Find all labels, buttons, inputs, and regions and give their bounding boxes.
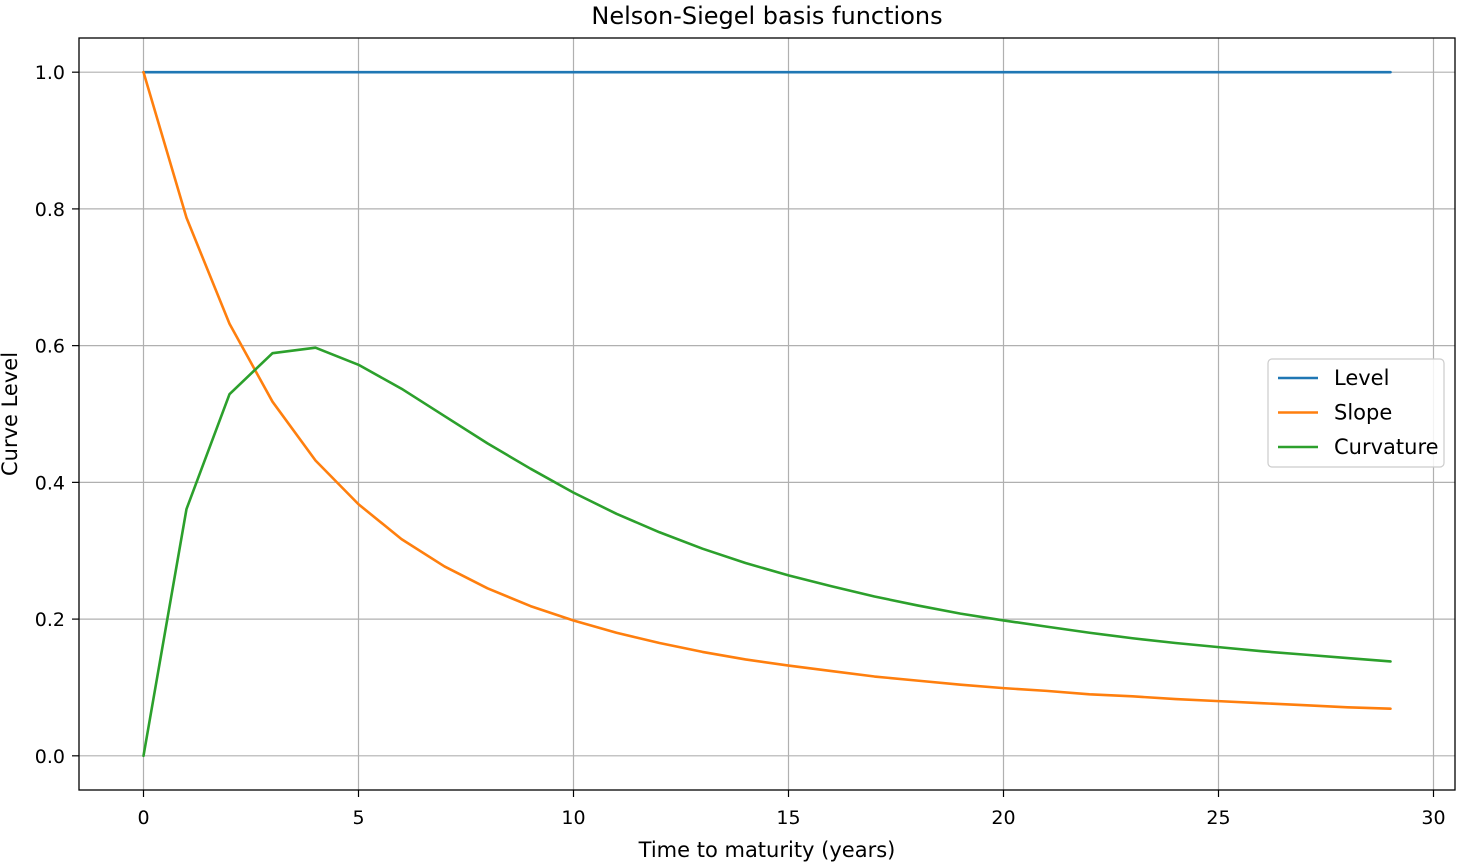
x-tick-label: 5: [352, 807, 364, 829]
legend-label-slope: Slope: [1334, 401, 1392, 425]
y-tick-label: 0.8: [35, 199, 65, 221]
legend-box: [1267, 358, 1445, 468]
y-tick-label: 0.2: [35, 609, 65, 631]
y-tick-label: 0.0: [35, 746, 65, 768]
y-tick-label: 1.0: [35, 62, 65, 84]
x-tick-label: 25: [1206, 807, 1230, 829]
x-tick-label: 10: [561, 807, 585, 829]
legend: Level Slope Curvature: [1267, 358, 1445, 468]
legend-label-curvature: Curvature: [1334, 435, 1439, 459]
series-lines: [142, 70, 1392, 758]
x-axis-label: Time to maturity (years): [638, 838, 896, 862]
legend-label-level: Level: [1334, 366, 1389, 390]
series-line-slope: [142, 70, 1392, 710]
x-tick-label: 0: [137, 807, 149, 829]
x-tick-label: 20: [991, 807, 1015, 829]
y-axis-label: Curve Level: [0, 352, 22, 476]
series-line-curvature: [142, 346, 1392, 758]
y-tick-label: 0.6: [35, 336, 65, 358]
ticks: 0 5 10 15 20 25 30 0.0 0.2 0.4 0.6 0.8 1.0: [35, 62, 1446, 829]
y-tick-label: 0.4: [35, 472, 65, 494]
grid: [79, 38, 1455, 790]
plot-area-frame: [78, 37, 1456, 791]
x-tick-label: 15: [776, 807, 800, 829]
x-tick-label: 30: [1421, 807, 1445, 829]
chart-title: Nelson-Siegel basis functions: [591, 2, 942, 30]
